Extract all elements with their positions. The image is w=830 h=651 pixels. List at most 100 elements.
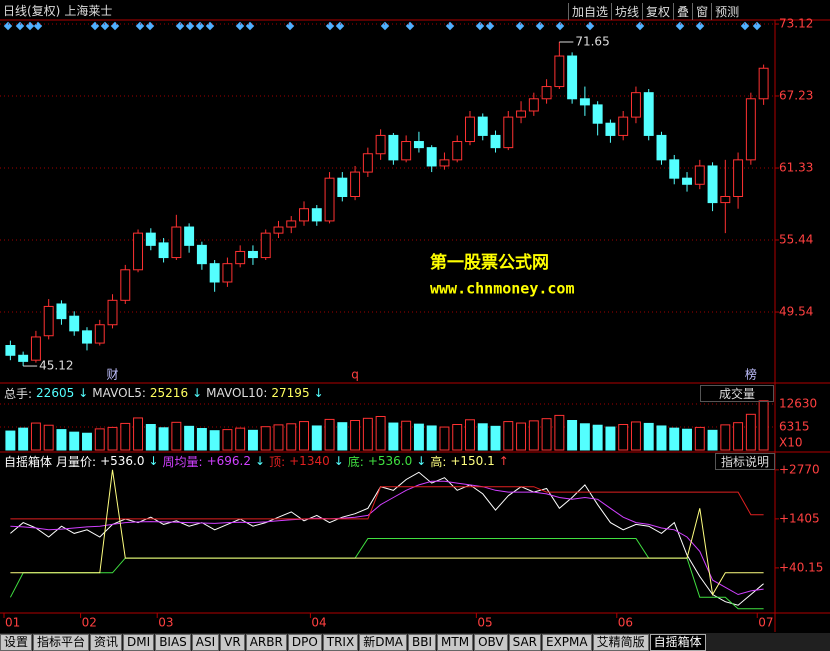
tab[interactable]: ARBR (245, 633, 287, 651)
signal-diamond (445, 21, 455, 31)
event-marker: 榜 (745, 367, 757, 382)
signal-diamond (15, 21, 25, 31)
low-annotation: 45.12 (39, 359, 73, 373)
volume-bar (94, 428, 105, 451)
signal-diamond (740, 21, 750, 31)
candle-body (388, 134, 399, 161)
legend-arrow: ↓ (333, 454, 344, 468)
legend-arrow: ↑ (498, 454, 509, 468)
volume-bar (554, 414, 565, 451)
candle-body (503, 116, 514, 149)
volume-bar (30, 422, 41, 451)
candle-body (145, 232, 156, 246)
volume-bar (426, 425, 437, 451)
candle-body (477, 116, 488, 136)
indicator-selector[interactable]: 成交量 (700, 385, 774, 402)
tab[interactable]: DMI (123, 633, 155, 651)
x-tick-label: 06 (618, 616, 633, 630)
volume-bar (656, 425, 667, 451)
volume-bar (324, 418, 335, 451)
volume-bar (694, 426, 705, 451)
candle-body (541, 86, 552, 100)
candle-body (171, 226, 182, 259)
signal-diamond (175, 21, 185, 31)
tab[interactable]: TRIX (322, 633, 359, 651)
x-tick-label: 04 (311, 616, 326, 630)
volume-bar (490, 425, 501, 451)
volume-bar (388, 422, 399, 451)
signal-diamond (90, 21, 100, 31)
volume-bar (120, 422, 131, 451)
signal-diamond (110, 21, 120, 31)
legend-arrow: ↓ (416, 454, 427, 468)
candle-body (694, 165, 705, 185)
tab[interactable]: 设置 (0, 633, 33, 651)
candle-body (337, 177, 348, 197)
tab[interactable]: 资讯 (90, 633, 123, 651)
volume-bar (145, 424, 156, 451)
candle-body (235, 250, 246, 265)
signal-diamond (235, 21, 245, 31)
y-tick-label: 6315 (779, 420, 810, 434)
tab[interactable]: EXPMA (542, 633, 592, 651)
volume-bar (235, 427, 246, 451)
tab[interactable]: 新DMA (359, 633, 408, 651)
volume-bar (707, 429, 718, 451)
volume-bar (286, 423, 297, 451)
toolbar-button[interactable]: 坊线 (611, 2, 642, 20)
candle-body (362, 153, 373, 173)
candle-body (452, 141, 463, 161)
watermark: www.chnmoney.com (430, 280, 575, 298)
candle-body (69, 315, 80, 332)
candle-body (605, 122, 616, 136)
candle-body (490, 134, 501, 149)
volume-bar (247, 429, 258, 451)
candle-body (184, 226, 195, 246)
tab[interactable]: 指标平台 (33, 633, 90, 651)
tab[interactable]: DPO (287, 633, 322, 651)
tab[interactable]: 艾精简版 (592, 633, 649, 651)
volume-bar (273, 424, 284, 451)
candle-body (311, 208, 322, 222)
volume-bar (260, 426, 271, 451)
tab[interactable]: OBV (474, 633, 508, 651)
tab[interactable]: BBI (408, 633, 437, 651)
period: 日线(复权) (3, 3, 61, 18)
y-tick-label: 49.54 (779, 305, 813, 319)
candle-body (618, 116, 629, 136)
toolbar-button[interactable]: 叠 (673, 2, 692, 20)
tab[interactable]: ASI (191, 633, 220, 651)
legend-arrow: ↓ (78, 386, 89, 400)
toolbar-button[interactable]: 预测 (711, 2, 742, 20)
x-tick-label: 03 (158, 616, 173, 630)
toolbar-button[interactable]: 窗 (692, 2, 711, 20)
toolbar-button[interactable]: 加自选 (568, 2, 611, 20)
volume-bar (579, 423, 590, 451)
legend-value: +1340 (289, 454, 330, 468)
volume-bar (465, 419, 475, 451)
tab[interactable]: VR (220, 633, 245, 651)
candle-body (669, 159, 680, 179)
tab[interactable]: SAR (508, 633, 541, 651)
legend-value: 27195 (271, 386, 310, 400)
tab[interactable]: MTM (437, 633, 474, 651)
candle-body (439, 159, 450, 167)
volume-bar (171, 421, 182, 451)
volume-bar (452, 424, 463, 451)
volume-bar (413, 423, 424, 451)
stock-name: 上海莱士 (64, 3, 113, 18)
signal-diamond (195, 21, 205, 31)
tab[interactable]: BIAS (155, 633, 191, 651)
help-button[interactable]: 指标说明 (715, 453, 775, 470)
tab[interactable]: 自摇箱体 (649, 633, 706, 651)
candle-body (82, 330, 92, 344)
signal-diamond (185, 21, 195, 31)
toolbar-button[interactable]: 复权 (642, 2, 673, 20)
volume-bar (69, 431, 80, 451)
candle-body (120, 269, 131, 301)
volume-bar (618, 424, 629, 451)
volume-bar (401, 420, 412, 451)
volume-bar (643, 422, 654, 451)
indicator-line (10, 480, 764, 596)
